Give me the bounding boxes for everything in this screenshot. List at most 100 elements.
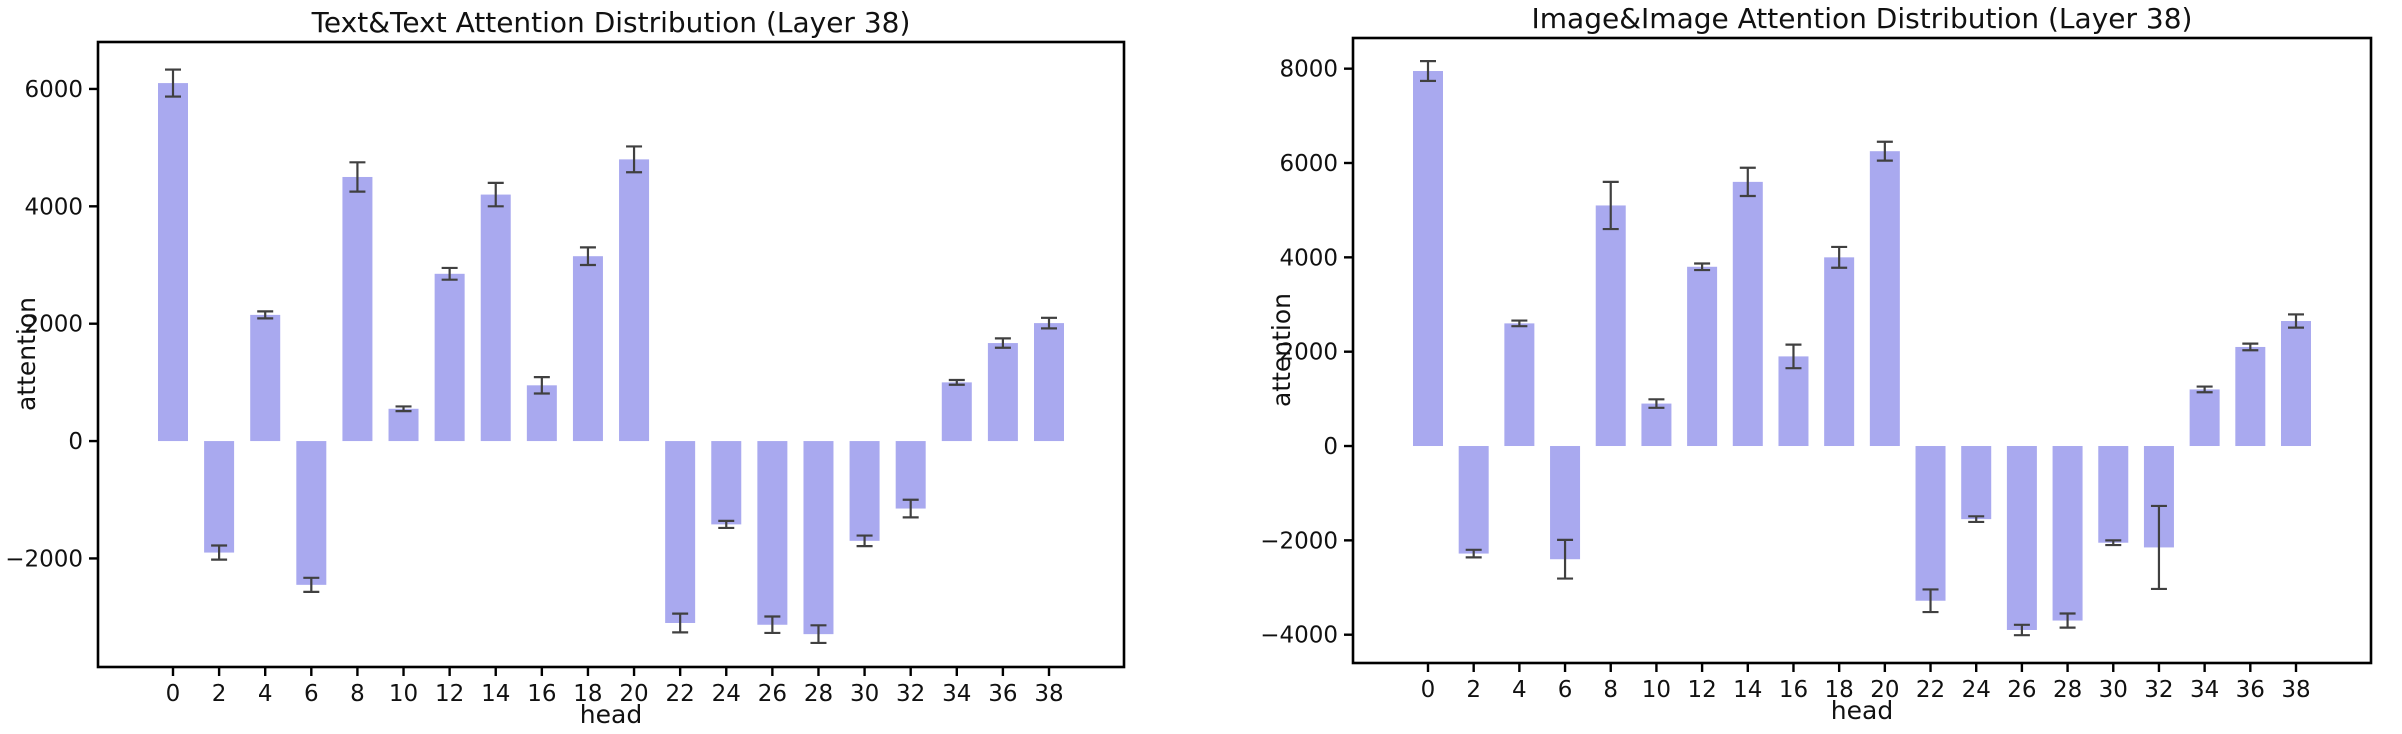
x-tick-label: 10 — [1642, 677, 1671, 703]
error-bar-head-32 — [902, 498, 919, 519]
error-bar-head-24 — [1968, 515, 1985, 524]
x-tick-label: 26 — [758, 681, 787, 707]
error-bar-head-14 — [487, 181, 504, 208]
x-tick-label: 26 — [2007, 677, 2036, 703]
error-bar-head-32 — [2150, 504, 2167, 591]
bar-head-2 — [1458, 446, 1489, 554]
y-tick-label: 6000 — [1279, 151, 1338, 177]
y-tick-label: −4000 — [1260, 623, 1338, 649]
error-bar-head-36 — [2242, 342, 2259, 352]
x-tick-label: 14 — [481, 681, 510, 707]
bar-head-0 — [158, 83, 188, 442]
y-tick-label: 0 — [68, 429, 83, 455]
bar-head-2 — [204, 441, 235, 553]
chart-title: Text&Text Attention Distribution (Layer … — [311, 6, 911, 39]
x-tick-label: 28 — [804, 681, 833, 707]
x-tick-label: 16 — [527, 681, 556, 707]
x-tick-label: 36 — [2236, 677, 2265, 703]
error-bar-head-34 — [2196, 385, 2213, 394]
chart-title: Image&Image Attention Distribution (Laye… — [1531, 2, 2193, 35]
bar-head-4 — [250, 314, 281, 442]
y-tick-label: 2000 — [24, 312, 83, 338]
error-bar-head-4 — [257, 310, 274, 320]
y-tick-label: 4000 — [1279, 245, 1338, 271]
bar-head-38 — [1034, 323, 1064, 442]
bar-head-4 — [1504, 323, 1535, 447]
x-tick-label: 18 — [573, 681, 602, 707]
x-tick-label: 34 — [2190, 677, 2219, 703]
bar-head-8 — [1595, 205, 1626, 447]
y-tick-label: 4000 — [24, 194, 83, 220]
x-tick-label: 8 — [1603, 677, 1618, 703]
x-tick-label: 2 — [1466, 677, 1481, 703]
x-tick-label: 18 — [1825, 677, 1854, 703]
x-tick-label: 4 — [258, 681, 273, 707]
error-bar-head-14 — [1739, 166, 1756, 198]
error-bar-head-0 — [165, 68, 181, 98]
error-bar-head-28 — [2059, 612, 2076, 629]
x-tick-label: 24 — [712, 681, 741, 707]
y-axis-label: attention — [1267, 292, 1296, 408]
error-bar-head-20 — [1876, 140, 1893, 162]
bar-head-10 — [388, 408, 419, 442]
x-tick-label: 4 — [1512, 677, 1527, 703]
x-tick-label: 10 — [389, 681, 418, 707]
error-bar-head-24 — [718, 519, 735, 530]
error-bar-head-8 — [1602, 180, 1619, 231]
error-bar-head-38 — [2288, 313, 2304, 329]
bar-head-32 — [895, 441, 926, 509]
x-tick-label: 12 — [435, 681, 464, 707]
x-tick-label: 8 — [350, 681, 365, 707]
x-tick-label: 34 — [942, 681, 971, 707]
bar-head-36 — [987, 343, 1018, 442]
x-tick-label: 6 — [1558, 677, 1573, 703]
bar-head-22 — [665, 441, 696, 623]
x-tick-label: 28 — [2053, 677, 2082, 703]
y-tick-label: 6000 — [24, 77, 83, 103]
x-tick-label: 32 — [2144, 677, 2173, 703]
x-tick-label: 12 — [1687, 677, 1716, 703]
x-tick-label: 6 — [304, 681, 319, 707]
error-bar-head-16 — [1785, 343, 1802, 370]
x-tick-label: 20 — [619, 681, 648, 707]
bar-head-26 — [2006, 446, 2037, 630]
x-tick-label: 22 — [1916, 677, 1945, 703]
bar-head-34 — [2189, 389, 2220, 447]
bar-head-0 — [1413, 71, 1443, 447]
error-bar-head-18 — [1831, 245, 1848, 269]
x-tick-label: 20 — [1870, 677, 1899, 703]
bar-head-24 — [711, 441, 742, 525]
bar-head-20 — [1869, 151, 1900, 447]
error-bar-head-2 — [1465, 548, 1482, 559]
bar-head-26 — [757, 441, 788, 625]
error-bar-head-4 — [1511, 319, 1528, 328]
x-tick-label: 14 — [1733, 677, 1762, 703]
bar-head-20 — [619, 159, 650, 442]
bar-head-28 — [2052, 446, 2083, 621]
bar-head-12 — [434, 273, 465, 442]
y-tick-label: −2000 — [5, 546, 83, 572]
error-bar-head-6 — [1557, 538, 1574, 580]
error-bar-head-28 — [810, 624, 827, 645]
y-tick-label: 2000 — [1279, 340, 1338, 366]
bar-head-28 — [803, 441, 834, 635]
y-axis-label: attention — [12, 296, 41, 412]
error-bar-head-20 — [626, 145, 643, 174]
bar-head-14 — [1732, 181, 1763, 447]
x-tick-label: 0 — [166, 681, 181, 707]
error-bar-head-26 — [764, 615, 781, 635]
bar-head-16 — [1778, 356, 1809, 447]
x-tick-label: 30 — [850, 681, 879, 707]
bar-head-10 — [1641, 403, 1672, 447]
bar-head-12 — [1687, 266, 1718, 447]
bar-head-6 — [296, 441, 327, 585]
error-bar-head-10 — [1648, 398, 1665, 409]
bar-head-30 — [2098, 446, 2129, 543]
error-bar-head-26 — [2013, 623, 2030, 637]
error-bar-head-36 — [994, 337, 1011, 349]
error-bar-head-22 — [1922, 588, 1939, 614]
error-bar-head-30 — [856, 534, 873, 548]
error-bar-head-30 — [2105, 539, 2122, 547]
